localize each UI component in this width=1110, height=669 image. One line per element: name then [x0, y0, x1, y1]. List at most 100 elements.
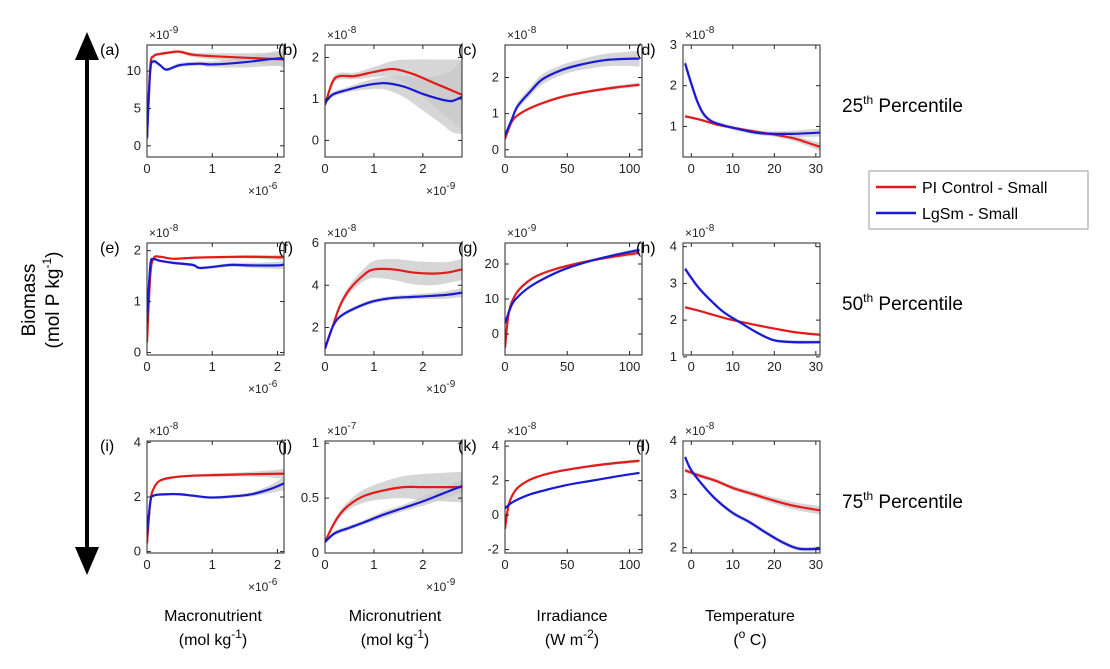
series-line-lgsm: [147, 257, 284, 322]
x-tick-label: 20: [767, 359, 781, 374]
legend-box: [868, 170, 1089, 230]
series-line-lgsm: [325, 484, 462, 543]
confidence-band-pi-control: [147, 468, 284, 545]
series-line-pi-control: [147, 472, 284, 544]
x-tick-label: 20: [767, 161, 781, 176]
y-exponent-label: ×10-9: [149, 25, 179, 42]
plot-area: [505, 247, 640, 350]
axes-box: [324, 440, 463, 554]
series-line-pi-control: [505, 251, 640, 349]
x-tick-label: 0: [143, 161, 150, 176]
y-axis-label-unit: (mol P kg-1): [40, 252, 64, 349]
plot-area: [147, 468, 284, 545]
x-exponent-label: ×10-6: [248, 379, 278, 396]
confidence-band-lgsm: [685, 453, 820, 552]
x-exponent-label: ×10-9: [426, 577, 456, 594]
y-exponent-label: ×10-7: [327, 421, 357, 438]
col-label-micronutrient: Micronutrient: [349, 608, 442, 625]
y-tick-label: 20: [485, 256, 499, 271]
row-label-25: 25th Percentile: [842, 93, 963, 117]
y-unit-prefix: (mol P kg: [43, 269, 64, 349]
col-label-irradiance: Irradiance: [536, 608, 607, 625]
series-line-pi-control: [325, 67, 462, 106]
legend-label-lgsm: LgSm - Small: [922, 206, 1018, 223]
plot-area: [147, 254, 284, 344]
col-unit-macronutrient: (mol kg-1): [179, 627, 247, 649]
y-tick-label: 10: [127, 63, 141, 78]
y-tick-label: 6: [312, 235, 319, 250]
y-axis-label-main: Biomass: [19, 264, 40, 337]
x-tick-label: 10: [726, 359, 740, 374]
axes-box: [682, 44, 821, 158]
axes-box: [682, 440, 821, 554]
y-tick-label: 1: [312, 91, 319, 106]
panel-b: 0 1 2 0 1 2 ×10-8 ×10-9 (b): [278, 25, 463, 198]
y-tick-label: 0: [134, 344, 141, 359]
row-label-75: 75th Percentile: [842, 489, 963, 513]
x-tick-label: 0: [501, 161, 508, 176]
col-unit-micronutrient: (mol kg-1): [361, 627, 429, 649]
y-tick-label: 0: [312, 545, 319, 560]
x-tick-label: 0: [143, 359, 150, 374]
confidence-band-lgsm: [685, 57, 820, 138]
y-exponent-label: ×10-8: [327, 25, 357, 42]
x-tick-label: 30: [809, 161, 823, 176]
x-tick-label: 0: [143, 557, 150, 572]
y-tick-label: 0: [134, 138, 141, 153]
x-tick-label: 0: [321, 359, 328, 374]
series-line-pi-control: [147, 255, 284, 343]
series-line-lgsm: [684, 456, 820, 551]
y-tick-label: 2: [492, 473, 499, 488]
axes-box: [504, 44, 643, 158]
series-line-lgsm: [505, 471, 640, 510]
panel-label: (a): [100, 42, 120, 59]
row-labels: 25th Percentile 50th Percentile 75th Per…: [842, 93, 963, 513]
y-tick-label: 4: [670, 433, 677, 448]
plot-area: [505, 50, 640, 141]
y-exponent-label: ×10-8: [507, 25, 537, 42]
series-line-lgsm: [147, 57, 284, 139]
x-tick-label: 2: [274, 359, 281, 374]
x-tick-label: 2: [274, 161, 281, 176]
panel-label: (h): [636, 240, 656, 257]
panel-e: 0 1 2 0 1 2 ×10-8 ×10-6 (e): [100, 223, 285, 396]
y-tick-label: 0: [312, 132, 319, 147]
y-tick-label: 0: [492, 142, 499, 157]
panel-label: (f): [278, 240, 293, 257]
plot-area: [505, 458, 640, 530]
axes-box: [324, 44, 463, 158]
panel-l: 2 3 4 0 10 20 30 ×10-8 (l): [636, 421, 823, 572]
panel-i: 0 2 4 0 1 2 ×10-8 ×10-6 (i): [100, 421, 285, 594]
x-tick-label: 2: [419, 557, 426, 572]
x-tick-label: 0: [501, 557, 508, 572]
axes-box: [504, 440, 643, 554]
plot-area: [684, 453, 820, 552]
x-tick-label: 50: [560, 557, 574, 572]
x-tick-label: 1: [370, 557, 377, 572]
y-exponent-label: ×10-8: [685, 223, 715, 240]
x-tick-label: 10: [726, 161, 740, 176]
y-tick-label: 10: [485, 291, 499, 306]
x-tick-label: 100: [619, 557, 641, 572]
series-line-pi-control: [505, 83, 640, 140]
series-line-pi-control: [325, 485, 462, 543]
series-line-pi-control: [147, 50, 284, 139]
panel-c: 0 1 2 0 50 100 ×10-8 (c): [458, 25, 643, 176]
y-tick-label: 2: [134, 489, 141, 504]
series-line-lgsm: [684, 63, 820, 136]
y-tick-label: 1: [134, 294, 141, 309]
y-tick-label: 2: [492, 70, 499, 85]
x-exponent-label: ×10-9: [426, 181, 456, 198]
col-label-temperature: Temperature: [705, 608, 795, 625]
column-labels: Macronutrient (mol kg-1) Micronutrient (…: [164, 608, 795, 649]
row-label-50: 50th Percentile: [842, 291, 963, 315]
x-tick-label: 0: [321, 557, 328, 572]
axes-box: [324, 242, 463, 356]
x-tick-label: 2: [419, 161, 426, 176]
x-tick-label: 1: [209, 161, 216, 176]
x-tick-label: 0: [688, 359, 695, 374]
